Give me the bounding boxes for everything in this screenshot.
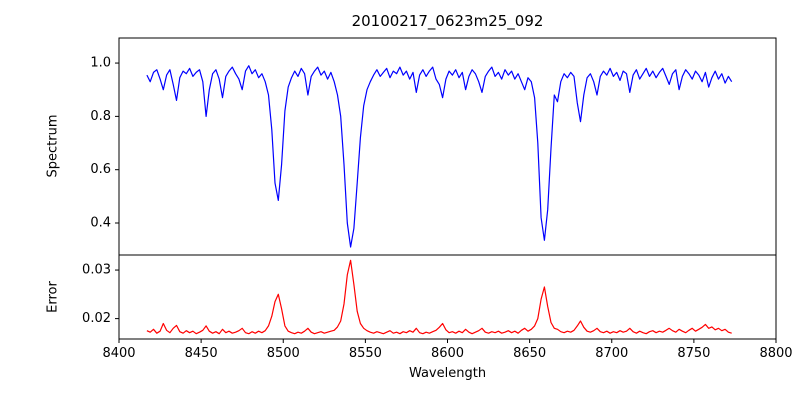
- x-tick-label: 8550: [349, 346, 382, 361]
- x-tick-label: 8450: [185, 346, 218, 361]
- x-tick-label: 8400: [102, 346, 135, 361]
- error-y-tick-label: 0.02: [82, 311, 111, 326]
- spectrum-axes-frame: [118, 37, 777, 256]
- x-tick-label: 8750: [677, 346, 710, 361]
- x-tick-label: 8650: [513, 346, 546, 361]
- axes-layer: 0.4 0.6 0.8 1.0 0.02 0.03 8400 8450 8500 8550 8600…: [82, 37, 793, 361]
- x-tick-label: 8600: [431, 346, 464, 361]
- x-tick-label: 8700: [595, 346, 628, 361]
- spectrum-y-tick-label: 0.8: [90, 109, 111, 124]
- x-axis-label: Wavelength: [408, 366, 487, 381]
- series-layer: [146, 65, 733, 335]
- spectrum-y-tick-label: 0.4: [90, 216, 111, 231]
- error-line: [146, 259, 732, 335]
- spectrum-y-tick-label: 0.6: [90, 162, 111, 177]
- spectrum-y-tick-label: 1.0: [90, 56, 111, 71]
- x-tick-label: 8800: [759, 346, 792, 361]
- spectrum-line: [146, 65, 733, 248]
- error-y-tick-label: 0.03: [82, 263, 111, 278]
- x-tick-label: 8500: [267, 346, 300, 361]
- chart-title: 20100217_0623m25_092: [351, 12, 544, 30]
- error-axes-frame: [118, 254, 777, 340]
